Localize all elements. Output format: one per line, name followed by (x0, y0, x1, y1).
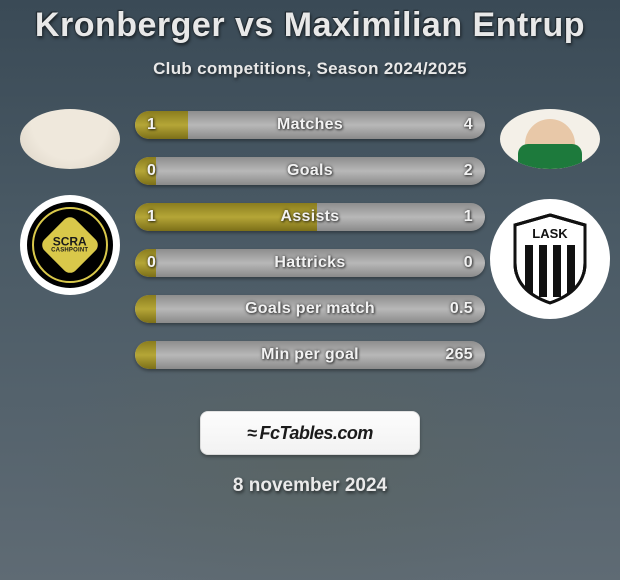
infographic-date: 8 november 2024 (0, 475, 620, 497)
stat-label: Min per goal (135, 341, 485, 369)
stat-row: 0Goals2 (135, 157, 485, 185)
brand-text: FcTables.com (260, 423, 373, 443)
stat-row: 1Assists1 (135, 203, 485, 231)
stat-row: 0Hattricks0 (135, 249, 485, 277)
stat-row: 1Matches4 (135, 111, 485, 139)
left-player-photo (20, 109, 120, 169)
stat-right-value: 265 (445, 341, 473, 369)
stat-right-value: 0.5 (450, 295, 473, 323)
svg-text:LASK: LASK (532, 226, 568, 241)
stat-right-value: 2 (464, 157, 473, 185)
stat-right-value: 0 (464, 249, 473, 277)
left-player-column: SCRA CASHPOINT (10, 109, 130, 295)
right-club-crest: LASK (490, 199, 610, 319)
infographic-container: Kronberger vs Maximilian Entrup Club com… (0, 0, 620, 580)
stat-bars: 1Matches40Goals21Assists10Hattricks0Goal… (135, 111, 485, 369)
right-player-column: LASK (490, 109, 610, 319)
lask-shield-icon: LASK (511, 213, 589, 305)
stat-right-value: 1 (464, 203, 473, 231)
comparison-zone: SCRA CASHPOINT (0, 109, 620, 389)
stat-label: Goals per match (135, 295, 485, 323)
left-club-crest: SCRA CASHPOINT (20, 195, 120, 295)
brand-badge: ≈FcTables.com (200, 411, 420, 455)
page-subtitle: Club competitions, Season 2024/2025 (0, 59, 620, 79)
right-player-photo (500, 109, 600, 169)
stat-label: Goals (135, 157, 485, 185)
stat-row: Goals per match0.5 (135, 295, 485, 323)
left-crest-subtext: CASHPOINT (51, 248, 88, 254)
stat-label: Hattricks (135, 249, 485, 277)
stat-label: Assists (135, 203, 485, 231)
stat-row: Min per goal265 (135, 341, 485, 369)
stat-label: Matches (135, 111, 485, 139)
brand-logo-icon: ≈ (247, 423, 256, 443)
page-title: Kronberger vs Maximilian Entrup (0, 6, 620, 45)
stat-right-value: 4 (464, 111, 473, 139)
